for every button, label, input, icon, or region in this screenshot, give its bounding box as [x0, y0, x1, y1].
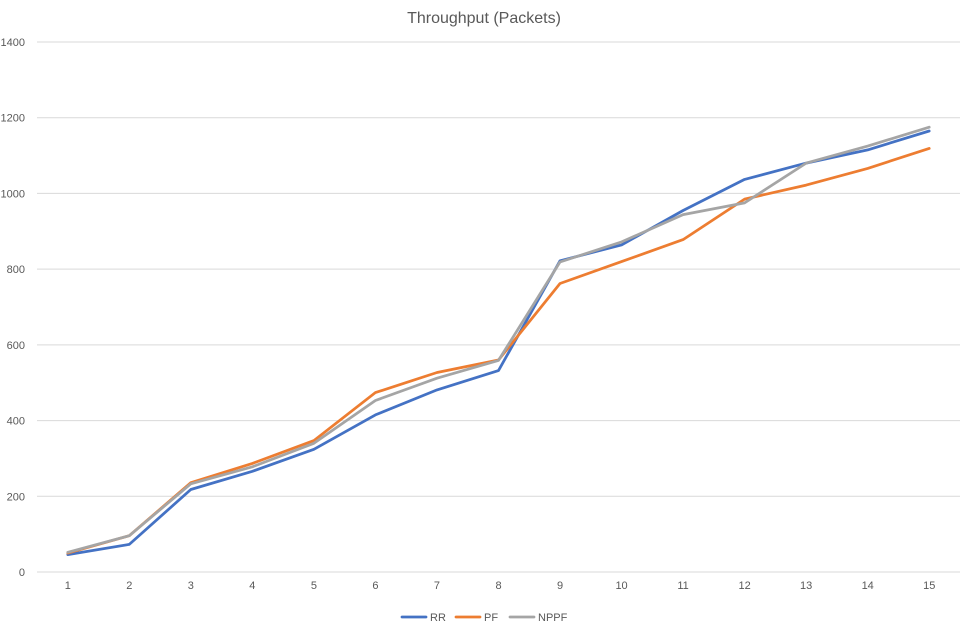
x-tick-label: 1 — [65, 580, 71, 592]
y-axis-tick-labels: 0 200 400 600 800 1000 1200 1400 — [1, 37, 25, 579]
x-tick-label: 6 — [372, 580, 378, 592]
y-tick-label: 600 — [7, 340, 25, 352]
x-axis-tick-labels: 1 2 3 4 5 6 7 8 9 10 11 12 13 14 15 — [65, 580, 936, 592]
legend-label-rr: RR — [430, 612, 446, 624]
series-line-pf — [66, 147, 931, 555]
x-tick-label: 7 — [434, 580, 440, 592]
x-tick-label: 5 — [311, 580, 317, 592]
legend-label-nppf: NPPF — [538, 612, 568, 624]
series-lines — [66, 125, 931, 556]
x-tick-label: 3 — [188, 580, 194, 592]
x-tick-label: 15 — [923, 580, 935, 592]
x-tick-label: 11 — [677, 580, 688, 592]
y-tick-label: 0 — [19, 567, 25, 579]
y-tick-label: 200 — [7, 491, 25, 503]
x-tick-label: 12 — [739, 580, 751, 592]
y-tick-label: 1200 — [1, 113, 25, 125]
x-tick-label: 9 — [557, 580, 563, 592]
x-tick-label: 13 — [800, 580, 812, 592]
x-tick-label: 10 — [615, 580, 627, 592]
x-tick-label: 2 — [126, 580, 132, 592]
y-tick-label: 400 — [7, 416, 25, 428]
y-tick-label: 1000 — [1, 188, 25, 200]
gridlines — [37, 41, 960, 573]
legend-label-pf: PF — [484, 612, 498, 624]
series-line-nppf — [66, 125, 931, 554]
y-tick-label: 800 — [7, 264, 25, 276]
x-tick-label: 14 — [862, 580, 874, 592]
x-tick-label: 8 — [495, 580, 501, 592]
y-tick-label: 1400 — [1, 37, 25, 49]
chart-title: Throughput (Packets) — [407, 10, 561, 27]
x-tick-label: 4 — [249, 580, 255, 592]
legend: RR PF NPPF — [400, 612, 568, 624]
series-line-rr — [66, 129, 931, 556]
